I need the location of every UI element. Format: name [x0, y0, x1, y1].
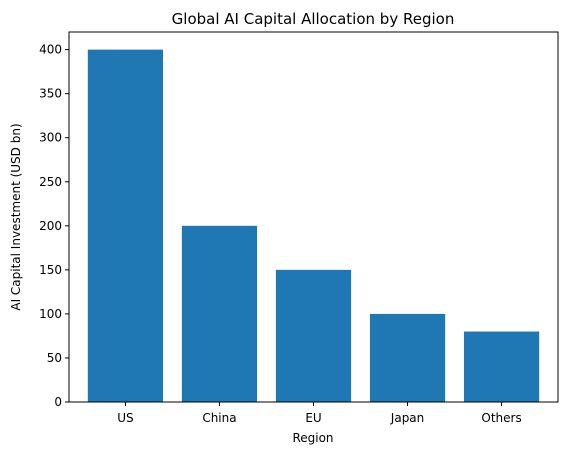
y-tick-label: 250	[39, 175, 62, 189]
y-axis-label: AI Capital Investment (USD bn)	[9, 123, 23, 310]
y-tick-label: 400	[39, 43, 62, 57]
bar-china	[181, 225, 258, 402]
x-tick-label: China	[202, 411, 236, 425]
y-tick-label: 200	[39, 219, 62, 233]
bar-eu	[275, 269, 352, 402]
y-tick-label: 150	[39, 263, 62, 277]
x-tick-label: EU	[305, 411, 321, 425]
x-tick-label: Others	[481, 411, 521, 425]
bars	[87, 49, 540, 402]
y-tick-label: 50	[47, 351, 62, 365]
bar-others	[463, 331, 540, 402]
plot-frame	[68, 31, 559, 403]
y-tick-label: 0	[54, 395, 62, 409]
x-tick-label: US	[117, 411, 133, 425]
y-tick-label: 300	[39, 131, 62, 145]
y-tick-label: 350	[39, 87, 62, 101]
chart-title: Global AI Capital Allocation by Region	[172, 10, 455, 28]
bar-us	[87, 49, 164, 402]
x-axis-ticks: US China EU Japan Others	[117, 402, 522, 425]
y-tick-label: 100	[39, 307, 62, 321]
x-axis-label: Region	[292, 431, 333, 445]
y-axis-ticks: 0 50 100 150 200 250 300 350 400	[39, 43, 69, 409]
x-tick-label: Japan	[390, 411, 424, 425]
bar-japan	[369, 313, 446, 402]
